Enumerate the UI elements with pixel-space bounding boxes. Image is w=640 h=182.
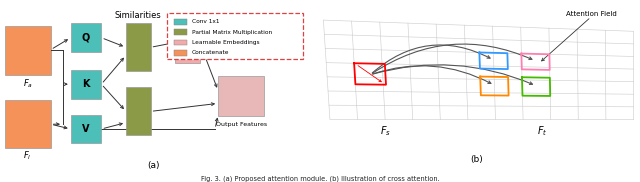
Text: Q: Q xyxy=(82,33,90,43)
FancyBboxPatch shape xyxy=(175,23,200,63)
FancyBboxPatch shape xyxy=(168,13,303,59)
Text: Learnable Embeddings: Learnable Embeddings xyxy=(192,40,260,45)
Text: Fig. 3. (a) Proposed attention module. (b) Illustration of cross attention.: Fig. 3. (a) Proposed attention module. (… xyxy=(200,175,440,182)
FancyBboxPatch shape xyxy=(4,27,51,75)
FancyBboxPatch shape xyxy=(218,76,264,116)
Text: Conv 1x1: Conv 1x1 xyxy=(192,19,220,24)
Text: $F_t$: $F_t$ xyxy=(537,124,547,138)
FancyBboxPatch shape xyxy=(173,19,188,25)
FancyBboxPatch shape xyxy=(126,23,150,71)
FancyBboxPatch shape xyxy=(4,100,51,148)
FancyBboxPatch shape xyxy=(70,70,101,99)
Text: Partial Matrix Multiplication: Partial Matrix Multiplication xyxy=(192,30,272,35)
Text: $F_a$: $F_a$ xyxy=(22,78,33,90)
Text: Similarities: Similarities xyxy=(115,11,162,20)
Text: Concatenate: Concatenate xyxy=(192,50,230,56)
FancyBboxPatch shape xyxy=(173,40,188,45)
Text: K: K xyxy=(83,79,90,89)
Text: Attention Field: Attention Field xyxy=(566,11,616,17)
FancyBboxPatch shape xyxy=(126,87,150,135)
Text: $F_s$: $F_s$ xyxy=(380,124,391,138)
Text: (a): (a) xyxy=(147,161,160,170)
FancyBboxPatch shape xyxy=(173,50,188,56)
FancyBboxPatch shape xyxy=(70,115,101,143)
FancyBboxPatch shape xyxy=(70,23,101,52)
Text: (b): (b) xyxy=(470,155,483,164)
FancyBboxPatch shape xyxy=(173,29,188,35)
Text: $F_l$: $F_l$ xyxy=(24,150,32,163)
Text: V: V xyxy=(83,124,90,134)
Text: Output Features: Output Features xyxy=(216,122,267,127)
